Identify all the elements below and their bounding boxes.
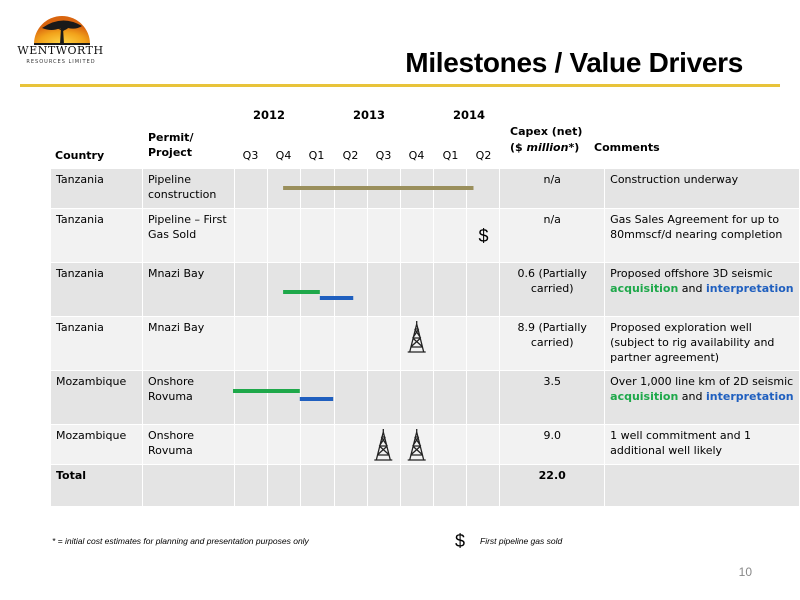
cell-country: Tanzania <box>50 208 143 263</box>
cell-comment: Proposed exploration well (subject to ri… <box>604 316 800 371</box>
table-row: Tanzania Mnazi Bay 8.9 (Partially carrie… <box>50 316 800 371</box>
cell-country: Mozambique <box>50 424 143 465</box>
comment-text: and <box>678 390 706 403</box>
cell-project: Mnazi Bay <box>141 316 235 371</box>
cell-capex: n/a <box>499 168 606 209</box>
header-permit: Permit/ Project <box>148 131 194 159</box>
milestones-table: Tanzania Pipeline construction n/a Const… <box>50 168 800 507</box>
comment-text: Over 1,000 line km of 2D seismic <box>610 375 794 388</box>
comment-text: Proposed offshore 3D seismic <box>610 267 773 280</box>
cell-project: Pipeline construction <box>141 168 235 209</box>
quarter-header: Q3 <box>375 149 392 162</box>
cell-capex: n/a <box>499 208 606 263</box>
year-2012: 2012 <box>253 108 286 122</box>
comment-acquisition: acquisition <box>610 282 679 295</box>
quarter-header: Q4 <box>275 149 292 162</box>
quarter-header: Q3 <box>242 149 259 162</box>
table-row: Tanzania Pipeline – First Gas Sold n/a G… <box>50 208 800 263</box>
quarter-header: Q1 <box>308 149 325 162</box>
page-title: Milestones / Value Drivers <box>405 47 743 78</box>
cell-project: Pipeline – First Gas Sold <box>141 208 235 263</box>
cell-project: Onshore Rovuma <box>141 370 235 425</box>
cell-country: Tanzania <box>50 168 143 209</box>
cell-project: Onshore Rovuma <box>141 424 235 465</box>
year-2014: 2014 <box>453 108 486 122</box>
cell-capex: 9.0 <box>499 424 606 465</box>
table-row: Mozambique Onshore Rovuma 9.0 1 well com… <box>50 424 800 465</box>
comment-acquisition: acquisition <box>610 390 679 403</box>
dollar-legend-icon: $ <box>455 531 466 551</box>
header-capex-close: ) <box>574 141 580 154</box>
header-capex-units: million* <box>526 141 575 154</box>
cell-capex: 3.5 <box>499 370 606 425</box>
logo-wordmark: WENTWORTH <box>17 44 104 57</box>
quarter-header: Q2 <box>475 149 492 162</box>
header-capex-line1: Capex (net) <box>510 125 583 138</box>
comment-text: and <box>678 282 706 295</box>
quarter-header: Q4 <box>408 149 425 162</box>
cell-capex: 0.6 (Partially carried) <box>499 262 606 317</box>
cell-country: Tanzania <box>50 316 143 371</box>
header-capex: Capex (net) ($ million*) <box>510 124 590 156</box>
header-capex-line2: ($ million*) <box>510 140 590 156</box>
table-row: Tanzania Mnazi Bay 0.6 (Partially carrie… <box>50 262 800 317</box>
cell-total-label: Total <box>50 464 143 507</box>
table-row: Mozambique Onshore Rovuma 3.5 Over 1,000… <box>50 370 800 425</box>
comment-interpretation: interpretation <box>706 282 794 295</box>
dollar-legend-label: First pipeline gas sold <box>480 536 563 546</box>
header-capex-open: ($ <box>510 141 527 154</box>
cell-comment: Over 1,000 line km of 2D seismic acquisi… <box>604 370 800 425</box>
cell-comment: 1 well commitment and 1 additional well … <box>604 424 800 465</box>
cell-comment: Proposed offshore 3D seismic acquisition… <box>604 262 800 317</box>
logo-subtitle: RESOURCES LIMITED <box>26 59 96 65</box>
comment-interpretation: interpretation <box>706 390 794 403</box>
footnote: * = initial cost estimates for planning … <box>52 536 309 546</box>
wentworth-logo <box>34 16 90 45</box>
table-row-total: Total 22.0 <box>50 464 800 507</box>
quarter-header: Q2 <box>342 149 359 162</box>
header-comments: Comments <box>594 141 660 154</box>
cell-capex: 8.9 (Partially carried) <box>499 316 606 371</box>
cell-comment: Construction underway <box>604 168 800 209</box>
title-rule <box>20 84 780 87</box>
table-row: Tanzania Pipeline construction n/a Const… <box>50 168 800 209</box>
header-country: Country <box>55 149 105 162</box>
quarter-header: Q1 <box>442 149 459 162</box>
page-number: 10 <box>738 565 752 579</box>
cell-comment: Gas Sales Agreement for up to 80mmscf/d … <box>604 208 800 263</box>
cell-country: Tanzania <box>50 262 143 317</box>
cell-project: Mnazi Bay <box>141 262 235 317</box>
year-2013: 2013 <box>353 108 386 122</box>
cell-country: Mozambique <box>50 370 143 425</box>
cell-total-capex: 22.0 <box>499 464 606 507</box>
